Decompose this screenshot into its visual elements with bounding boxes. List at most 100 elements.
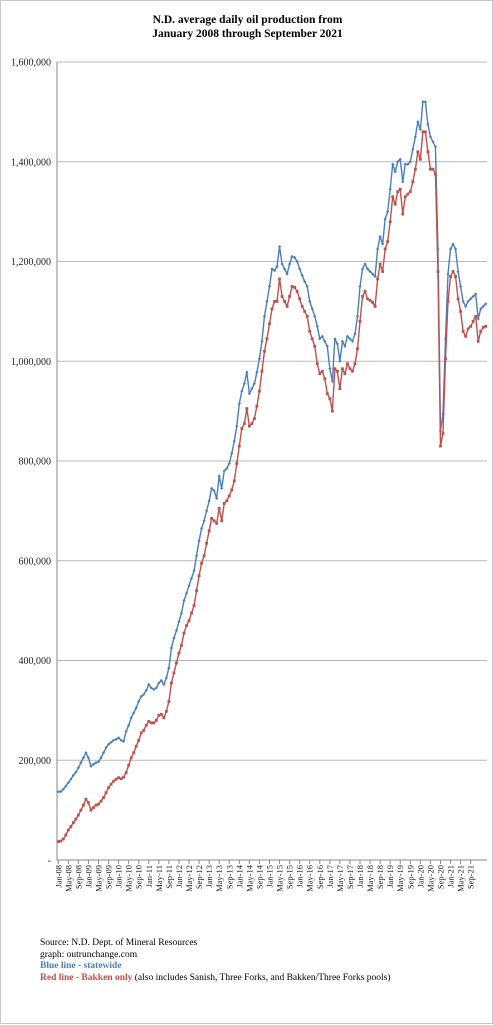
- data-point-bakken: [162, 716, 166, 720]
- chart-title-line1: N.D. average daily oil production from: [152, 14, 343, 26]
- data-point-bakken: [87, 801, 90, 805]
- data-point-bakken: [164, 709, 168, 713]
- data-point-bakken: [273, 300, 276, 303]
- data-point-statewide: [84, 751, 88, 755]
- data-point-bakken: [127, 763, 131, 767]
- data-point-bakken: [137, 738, 141, 742]
- data-point-bakken: [61, 837, 65, 841]
- data-point-statewide: [298, 267, 302, 271]
- data-point-bakken: [215, 521, 219, 525]
- data-point-bakken: [459, 309, 462, 313]
- data-point-statewide: [277, 244, 282, 249]
- data-point-bakken: [398, 187, 402, 191]
- data-point-bakken: [416, 150, 420, 154]
- data-point-bakken: [285, 304, 289, 308]
- data-point-statewide: [388, 187, 392, 191]
- y-tick-label: 1,000,000: [11, 357, 51, 368]
- data-point-bakken: [383, 247, 387, 251]
- data-point-bakken: [222, 501, 226, 505]
- series-line-bakken: [58, 131, 486, 843]
- data-point-bakken: [451, 270, 455, 273]
- data-point-bakken: [476, 339, 480, 343]
- data-point-bakken: [323, 377, 327, 381]
- data-point-bakken: [429, 167, 432, 171]
- data-point-statewide: [197, 539, 201, 543]
- data-point-statewide: [408, 160, 412, 164]
- data-point-bakken: [252, 417, 256, 421]
- data-point-bakken: [245, 407, 249, 411]
- data-point-statewide: [458, 284, 463, 289]
- data-point-statewide: [285, 272, 289, 276]
- data-point-statewide: [61, 787, 65, 791]
- data-point-statewide: [104, 746, 108, 750]
- data-point-bakken: [386, 240, 390, 243]
- data-point-bakken: [200, 561, 203, 565]
- data-point-statewide: [192, 569, 196, 573]
- chart-notes: Source: N.D. Dept. of Mineral Resources …: [40, 938, 391, 984]
- data-point-statewide: [99, 756, 103, 760]
- data-point-statewide: [106, 742, 111, 746]
- graph-credit: graph: outrunchange.com: [40, 949, 138, 960]
- data-point-bakken: [79, 808, 83, 812]
- data-point-statewide: [86, 756, 91, 760]
- data-point-bakken: [225, 499, 229, 503]
- data-point-bakken: [456, 297, 460, 301]
- data-point-bakken: [102, 796, 105, 800]
- data-point-statewide: [426, 122, 430, 126]
- data-point-statewide: [252, 382, 256, 386]
- data-point-statewide: [330, 379, 334, 383]
- data-point-bakken: [175, 661, 178, 665]
- data-point-bakken: [182, 631, 186, 635]
- data-point-bakken: [217, 506, 221, 510]
- data-point-bakken: [313, 344, 317, 348]
- x-tick-label: May-14: [244, 864, 254, 892]
- x-tick-label: Sep-11: [164, 865, 174, 889]
- data-point-statewide: [396, 160, 400, 164]
- data-point-bakken: [192, 604, 196, 608]
- data-point-bakken: [288, 295, 292, 298]
- data-point-bakken: [187, 619, 191, 622]
- data-point-statewide: [348, 337, 352, 341]
- data-point-bakken: [270, 307, 274, 311]
- y-tick-label: 1,400,000: [11, 157, 51, 168]
- data-point-statewide: [119, 738, 123, 742]
- data-point-bakken: [122, 775, 126, 779]
- data-point-bakken: [421, 130, 425, 134]
- x-tick-label: May-16: [305, 865, 315, 892]
- data-point-statewide: [189, 576, 194, 580]
- data-point-statewide: [453, 247, 458, 251]
- data-point-statewide: [310, 307, 314, 311]
- data-point-statewide: [448, 247, 453, 251]
- x-tick-label: Sep-12: [194, 865, 204, 889]
- data-point-statewide: [177, 619, 181, 624]
- data-point-bakken: [66, 828, 70, 832]
- data-point-bakken: [107, 786, 110, 790]
- data-point-bakken: [363, 290, 367, 293]
- data-point-bakken: [147, 719, 151, 723]
- data-point-bakken: [177, 651, 181, 655]
- data-point-bakken: [408, 190, 412, 194]
- data-point-statewide: [139, 694, 143, 699]
- data-point-statewide: [416, 120, 420, 124]
- x-tick-label: Sep-17: [345, 865, 355, 889]
- data-point-bakken: [82, 803, 85, 807]
- data-point-statewide: [262, 314, 267, 318]
- data-point-bakken: [76, 813, 80, 817]
- data-point-bakken: [315, 362, 319, 366]
- x-tick-label: May-20: [425, 865, 435, 892]
- data-point-bakken: [94, 803, 98, 807]
- y-tick-label: 800,000: [19, 457, 52, 468]
- data-point-bakken: [268, 322, 271, 326]
- data-point-statewide: [144, 688, 148, 693]
- data-point-bakken: [237, 444, 241, 448]
- data-point-bakken: [441, 432, 445, 435]
- data-point-statewide: [315, 324, 319, 328]
- data-point-statewide: [129, 716, 133, 720]
- data-point-statewide: [149, 686, 153, 690]
- data-point-statewide: [484, 302, 488, 306]
- data-point-statewide: [345, 334, 350, 338]
- x-tick-label: Sep-14: [254, 864, 264, 889]
- data-point-bakken: [351, 369, 354, 373]
- data-point-bakken: [205, 541, 209, 545]
- data-point-statewide: [305, 284, 309, 289]
